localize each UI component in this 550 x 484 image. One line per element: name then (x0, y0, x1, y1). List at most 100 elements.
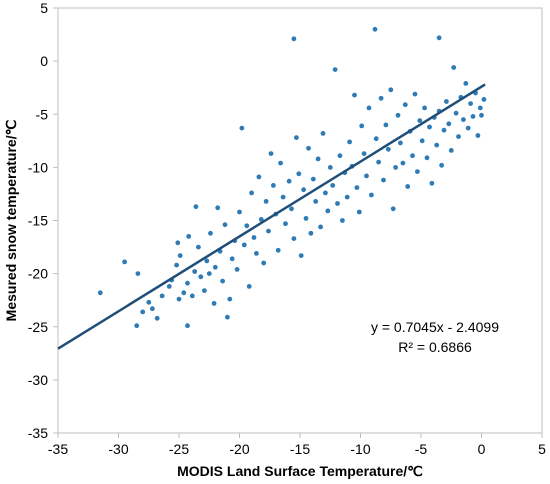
x-tick-label: -15 (290, 441, 310, 457)
data-point (303, 216, 309, 221)
x-tick-label: -30 (108, 441, 128, 457)
data-point (441, 127, 447, 133)
data-point (134, 323, 140, 329)
data-point (439, 162, 444, 168)
data-point (436, 35, 442, 41)
data-point (227, 296, 233, 302)
data-point (234, 267, 240, 272)
data-point (166, 284, 172, 289)
y-tick-label: -35 (28, 425, 48, 441)
data-point (296, 171, 302, 177)
data-point (154, 315, 160, 321)
data-point (176, 296, 182, 302)
data-point (461, 117, 466, 122)
data-point (388, 87, 394, 93)
data-point (402, 102, 408, 108)
data-point (239, 125, 245, 131)
data-point (359, 123, 365, 129)
data-point (448, 148, 454, 153)
data-point (246, 284, 252, 289)
data-point (381, 177, 386, 183)
data-point (313, 199, 319, 204)
data-point (327, 165, 333, 170)
data-point (463, 81, 469, 86)
data-point (481, 97, 487, 102)
data-point (237, 209, 242, 215)
data-point (337, 153, 343, 159)
data-point (320, 131, 326, 136)
data-point (256, 174, 262, 180)
data-point (427, 124, 432, 130)
data-point (429, 180, 435, 186)
data-point (283, 221, 288, 227)
data-point (122, 259, 127, 265)
data-point (364, 173, 369, 179)
x-tick-label: -25 (169, 441, 189, 457)
data-point (301, 187, 306, 193)
x-tick-label: -20 (229, 441, 249, 457)
data-point (310, 176, 316, 182)
x-tick-label: 5 (538, 441, 546, 457)
data-point (393, 165, 398, 170)
trend-equation: y = 0.7045x - 2.4099 (371, 319, 499, 335)
data-point (208, 230, 213, 236)
data-point (220, 278, 226, 284)
data-point (376, 159, 381, 165)
data-point (306, 145, 311, 151)
data-point (97, 290, 103, 296)
y-axis-label: Mesured snow temperature/℃ (3, 119, 19, 321)
data-point (174, 262, 180, 268)
data-point (159, 293, 165, 299)
data-point (258, 217, 264, 222)
data-point (335, 201, 340, 206)
data-point (185, 280, 190, 286)
plot-frame (57, 7, 543, 434)
data-point (241, 242, 247, 248)
data-point (289, 206, 294, 212)
data-point (315, 156, 321, 162)
data-point (332, 67, 338, 72)
data-point (215, 205, 221, 211)
data-point (366, 105, 372, 111)
y-tick-label: -10 (28, 159, 48, 175)
y-tick-label: -25 (28, 319, 48, 335)
data-point (229, 256, 235, 262)
data-point (268, 151, 274, 157)
data-point (251, 235, 257, 240)
y-axis-ticks: -35 -30 -25 -20 -15 -10 -5 0 5 (28, 0, 58, 441)
trendline (57, 83, 486, 350)
data-point (398, 140, 403, 146)
data-point (369, 192, 374, 198)
data-point (308, 230, 314, 236)
data-point (140, 309, 146, 315)
data-point (340, 218, 345, 223)
data-point (361, 151, 367, 157)
data-point (385, 146, 391, 152)
r-squared-label: R² = 0.6866 (398, 339, 472, 355)
data-point (400, 160, 406, 166)
data-point (193, 204, 199, 210)
data-point (444, 99, 449, 104)
data-point (196, 244, 201, 250)
data-point (225, 314, 230, 320)
y-tick-label: -20 (28, 266, 48, 282)
data-point (468, 101, 473, 106)
data-point (344, 194, 350, 200)
data-point (278, 160, 283, 166)
data-point (275, 247, 281, 253)
data-point (347, 139, 352, 145)
data-point (271, 183, 276, 188)
data-point (323, 190, 328, 196)
data-point (177, 253, 183, 258)
data-point (135, 271, 141, 276)
plot-border (57, 7, 543, 434)
y-tick-label: -15 (28, 213, 48, 229)
y-tick-label: 5 (40, 0, 48, 16)
data-point (372, 26, 378, 32)
data-point (383, 122, 389, 128)
data-point (325, 208, 331, 214)
data-point (211, 301, 217, 306)
data-point (477, 105, 483, 111)
data-point (202, 288, 207, 293)
